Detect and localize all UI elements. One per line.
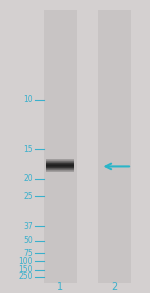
Bar — [46, 166, 74, 167]
Bar — [44, 10, 76, 283]
Bar — [46, 164, 74, 165]
Text: 37: 37 — [23, 222, 33, 231]
Bar — [46, 171, 74, 172]
Bar — [46, 162, 74, 163]
Text: 2: 2 — [111, 282, 117, 292]
Text: 50: 50 — [23, 236, 33, 245]
Bar — [46, 168, 74, 169]
Bar — [46, 169, 74, 170]
Text: 15: 15 — [23, 145, 33, 154]
Text: 250: 250 — [18, 272, 33, 281]
Bar — [46, 167, 74, 168]
Bar — [46, 163, 74, 164]
Text: 25: 25 — [23, 192, 33, 201]
Bar — [46, 160, 74, 161]
Bar — [46, 165, 74, 166]
Bar — [46, 161, 74, 162]
Text: 100: 100 — [18, 257, 33, 266]
Text: 10: 10 — [23, 95, 33, 104]
Bar — [98, 10, 130, 283]
Text: 75: 75 — [23, 249, 33, 258]
Text: 1: 1 — [57, 282, 63, 292]
Bar — [46, 170, 74, 171]
Text: 20: 20 — [23, 174, 33, 183]
Bar — [46, 159, 74, 160]
Text: 150: 150 — [18, 265, 33, 274]
